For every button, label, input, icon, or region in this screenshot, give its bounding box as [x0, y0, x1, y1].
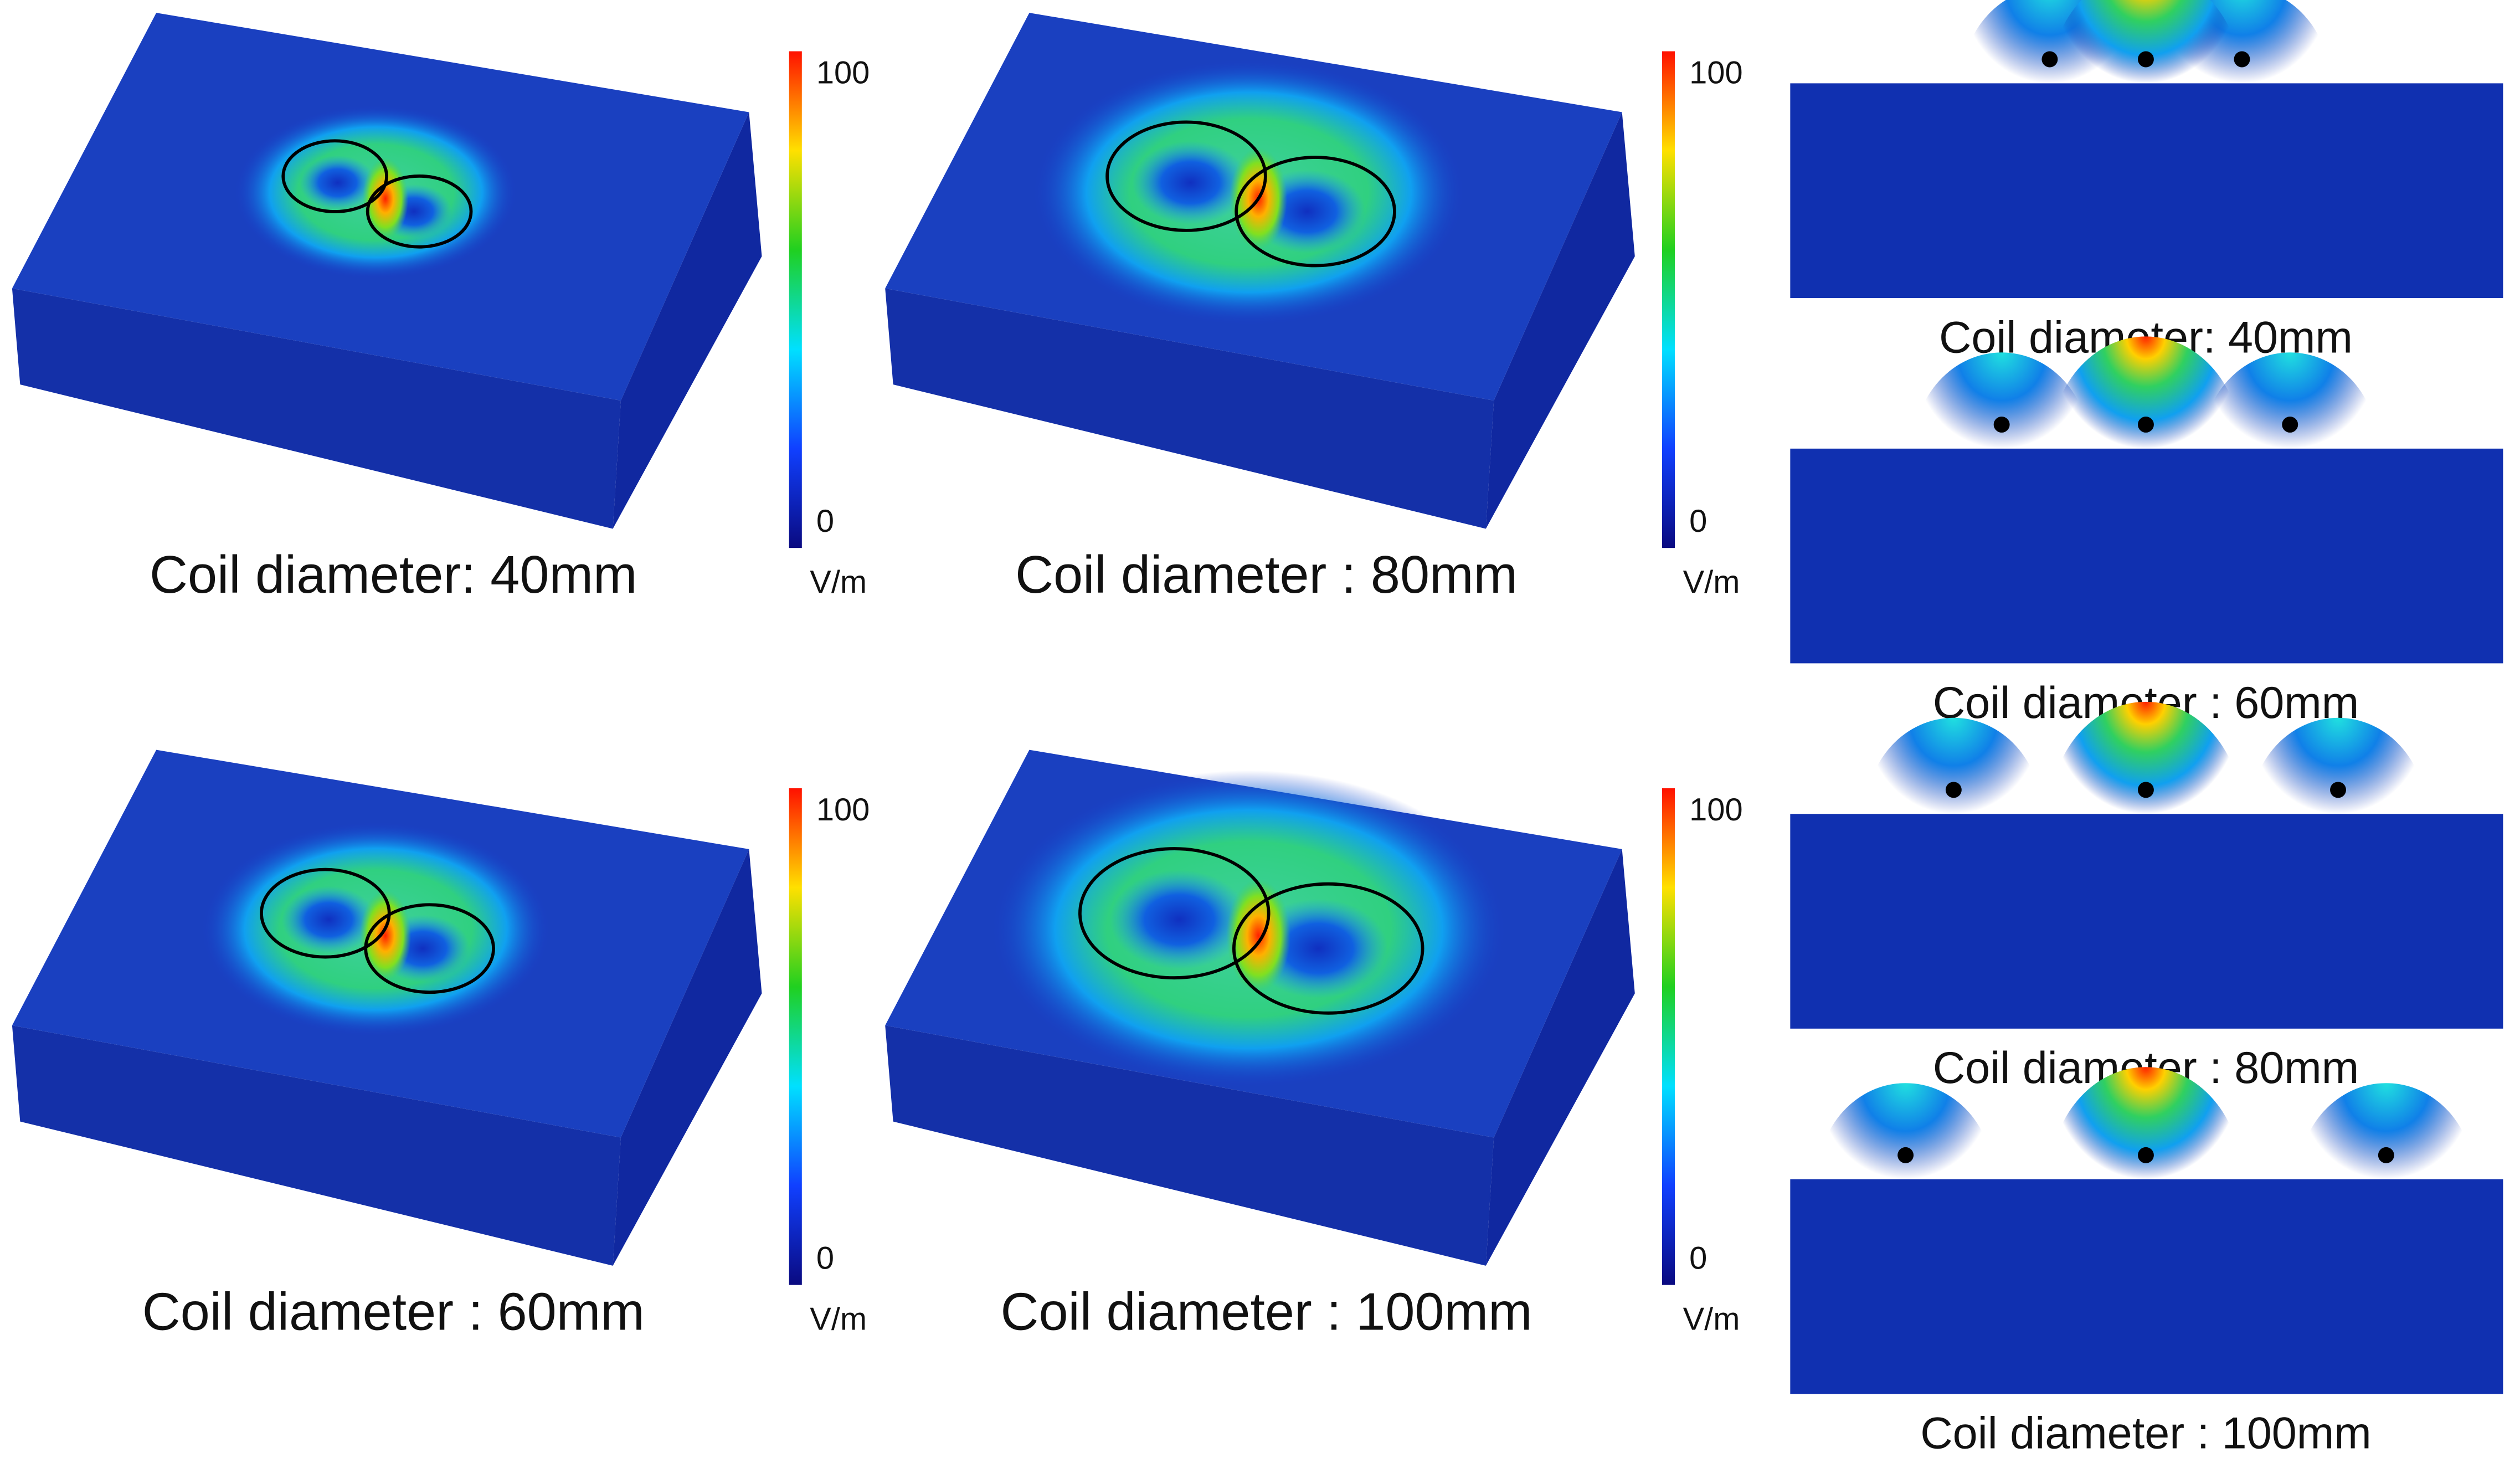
section-peak — [2049, 701, 2242, 926]
field-panel: Coil diameter : 60mm 100 0 V/m — [12, 749, 870, 1342]
colorbar-min: 0 — [1689, 1241, 1707, 1276]
section-peak — [2049, 336, 2242, 561]
coil — [364, 903, 495, 994]
caption: Coil diameter : 100mm — [1001, 1283, 1532, 1342]
coil-dot — [2041, 51, 2058, 68]
caption: Coil diameter : 80mm — [1015, 546, 1518, 604]
colorbar-unit: V/m — [1683, 564, 1740, 600]
section-side — [1914, 352, 2090, 545]
coil-dot — [2137, 782, 2154, 798]
coil-dot — [2137, 1147, 2154, 1163]
coil — [1232, 882, 1424, 1015]
field-low — [281, 886, 376, 953]
colorbar-max: 100 — [816, 792, 870, 828]
field-peak — [359, 890, 412, 982]
coil — [366, 174, 473, 249]
coil-dot — [2378, 1147, 2394, 1163]
section-side — [2298, 1083, 2475, 1276]
coil-dot — [2330, 782, 2346, 798]
section-side — [2202, 352, 2378, 545]
caption: Coil diameter: 40mm — [150, 546, 637, 604]
coil-dot — [1897, 1147, 1914, 1163]
caption: Coil diameter : 100mm — [1920, 1409, 2371, 1458]
field-low — [299, 155, 376, 210]
box-front — [885, 288, 1494, 529]
box-front — [885, 1025, 1494, 1266]
colorbar — [789, 788, 802, 1285]
colorbar-max: 100 — [1689, 55, 1742, 90]
colorbar-max: 100 — [816, 55, 870, 90]
field-panel: Coil diameter : 100mm 100 0 V/m — [885, 749, 1743, 1342]
section-peak — [2049, 0, 2242, 196]
colorbar-min: 0 — [816, 504, 834, 539]
field-low — [1132, 141, 1249, 224]
cross-section: Coil diameter : 100mm — [1790, 1067, 2503, 1458]
coil-dot — [2234, 51, 2250, 68]
section-side — [1817, 1083, 1994, 1276]
cross-section: Coil diameter: 40mm — [1790, 0, 2503, 362]
field-peak — [1226, 879, 1290, 993]
field-panel: Coil diameter : 80mm 100 0 V/m — [885, 13, 1743, 604]
cross-section: Coil diameter : 60mm — [1790, 336, 2503, 728]
section-side — [1865, 717, 2042, 910]
coil-dot — [2282, 417, 2298, 433]
coil-dot — [2137, 417, 2154, 433]
field-panel: Coil diameter: 40mm 100 0 V/m — [12, 13, 870, 604]
coil — [281, 139, 389, 213]
section-side — [2250, 717, 2426, 910]
box-side — [613, 849, 762, 1266]
box-side — [1485, 112, 1635, 529]
coil — [1235, 156, 1396, 268]
coil-dot — [1945, 782, 1962, 798]
coil-dot — [2137, 51, 2154, 68]
colorbar — [789, 51, 802, 548]
cross-section: Coil diameter : 80mm — [1790, 701, 2503, 1093]
box-front — [12, 1025, 621, 1266]
colorbar — [1662, 788, 1675, 1285]
colorbar-unit: V/m — [1683, 1302, 1740, 1337]
colorbar-min: 0 — [816, 1241, 834, 1276]
colorbar-min: 0 — [1689, 504, 1707, 539]
box-front — [12, 288, 621, 529]
box-side — [1485, 849, 1635, 1266]
section-peak — [2049, 1067, 2242, 1292]
colorbar-unit: V/m — [810, 564, 867, 600]
colorbar-unit: V/m — [810, 1302, 867, 1337]
colorbar — [1662, 51, 1675, 548]
box-side — [613, 112, 762, 529]
coil-dot — [1993, 417, 2010, 433]
caption: Coil diameter : 60mm — [142, 1283, 645, 1342]
coil — [1105, 120, 1267, 232]
field-low — [1109, 870, 1249, 969]
coil — [1078, 847, 1271, 980]
colorbar-max: 100 — [1689, 792, 1742, 828]
